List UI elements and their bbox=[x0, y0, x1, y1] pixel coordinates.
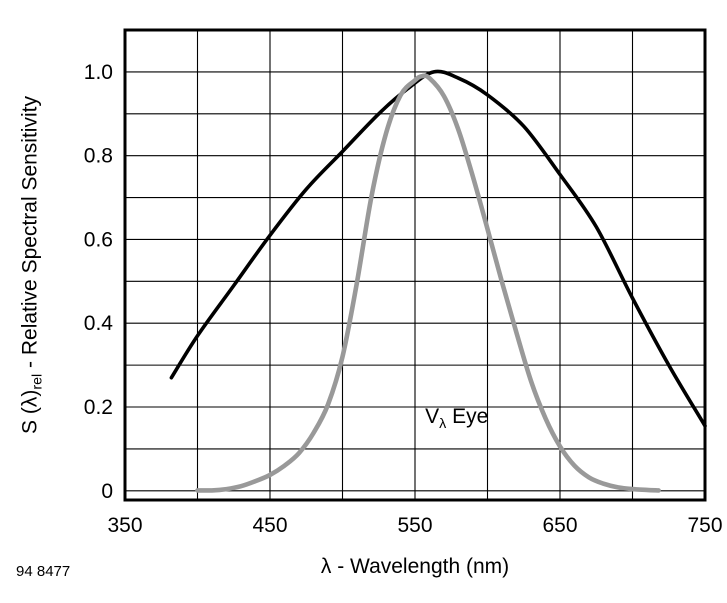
y-tick-label: 0.8 bbox=[84, 145, 113, 168]
y-axis-label-prefix: S (λ) bbox=[18, 389, 42, 434]
y-axis-label-suffix: - Relative Spectral Sensitivity bbox=[18, 96, 42, 374]
figure-number: 94 8477 bbox=[16, 563, 71, 580]
eye-curve-label: Vλ Eye bbox=[425, 405, 488, 432]
x-tick-label: 350 bbox=[107, 514, 142, 537]
x-tick-label: 450 bbox=[252, 514, 287, 537]
y-tick-label: 0.2 bbox=[84, 396, 113, 419]
plot-border bbox=[123, 28, 707, 502]
x-tick-label: 650 bbox=[542, 514, 577, 537]
y-tick-label: 0.4 bbox=[84, 312, 114, 335]
x-tick-label: 550 bbox=[397, 514, 432, 537]
y-tick-label: 1.0 bbox=[84, 61, 113, 84]
y-axis-label-subscript: rel bbox=[29, 373, 46, 390]
curve-v-lambda-eye bbox=[195, 73, 661, 493]
eye-curve-label-suffix: Eye bbox=[446, 404, 489, 428]
y-axis-label: S (λ)rel - Relative Spectral Sensitivity bbox=[18, 96, 45, 434]
curve-detector-sensitivity bbox=[169, 69, 707, 428]
y-tick-label: 0 bbox=[101, 480, 113, 503]
eye-curve-label-prefix: V bbox=[425, 404, 440, 428]
y-tick-label: 0.6 bbox=[84, 228, 113, 251]
x-tick-label: 750 bbox=[687, 514, 722, 537]
eye-curve-label-subscript: λ bbox=[439, 416, 447, 433]
x-axis-label: λ - Wavelength (nm) bbox=[320, 555, 510, 578]
